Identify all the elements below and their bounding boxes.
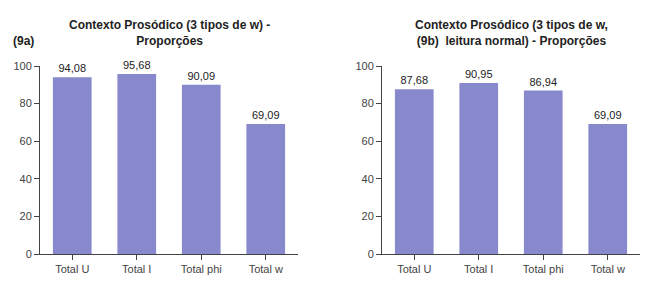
svg-text:100: 100	[13, 60, 31, 72]
svg-text:Contexto Prosódico (3 tipos de: Contexto Prosódico (3 tipos de w) -Propo…	[69, 18, 270, 48]
svg-text:Total I: Total I	[464, 263, 493, 275]
svg-text:86,94: 86,94	[529, 76, 557, 88]
svg-text:(9a): (9a)	[13, 34, 34, 48]
svg-text:40: 40	[362, 173, 374, 185]
svg-text:Total phi: Total phi	[523, 263, 564, 275]
svg-text:0: 0	[368, 248, 374, 260]
svg-text:Total I: Total I	[122, 263, 151, 275]
svg-text:95,68: 95,68	[123, 59, 151, 71]
svg-text:Contexto Prosódico (3 tipos de: Contexto Prosódico (3 tipos de w,(9b) le…	[415, 18, 608, 48]
svg-text:Total w: Total w	[591, 263, 625, 275]
svg-text:60: 60	[20, 135, 32, 147]
svg-text:100: 100	[355, 60, 373, 72]
svg-text:80: 80	[20, 97, 32, 109]
svg-text:69,09: 69,09	[252, 109, 280, 121]
svg-text:80: 80	[362, 97, 374, 109]
svg-text:94,08: 94,08	[58, 62, 86, 74]
svg-text:20: 20	[362, 210, 374, 222]
svg-text:Total U: Total U	[397, 263, 431, 275]
svg-text:87,68: 87,68	[400, 74, 428, 86]
svg-text:Total phi: Total phi	[181, 263, 222, 275]
svg-text:20: 20	[20, 210, 32, 222]
svg-text:40: 40	[20, 173, 32, 185]
svg-text:60: 60	[362, 135, 374, 147]
svg-text:Total w: Total w	[249, 263, 283, 275]
svg-text:Total U: Total U	[55, 263, 89, 275]
svg-text:90,95: 90,95	[465, 68, 493, 80]
svg-text:90,09: 90,09	[187, 70, 215, 82]
svg-text:0: 0	[26, 248, 32, 260]
svg-text:69,09: 69,09	[594, 109, 622, 121]
